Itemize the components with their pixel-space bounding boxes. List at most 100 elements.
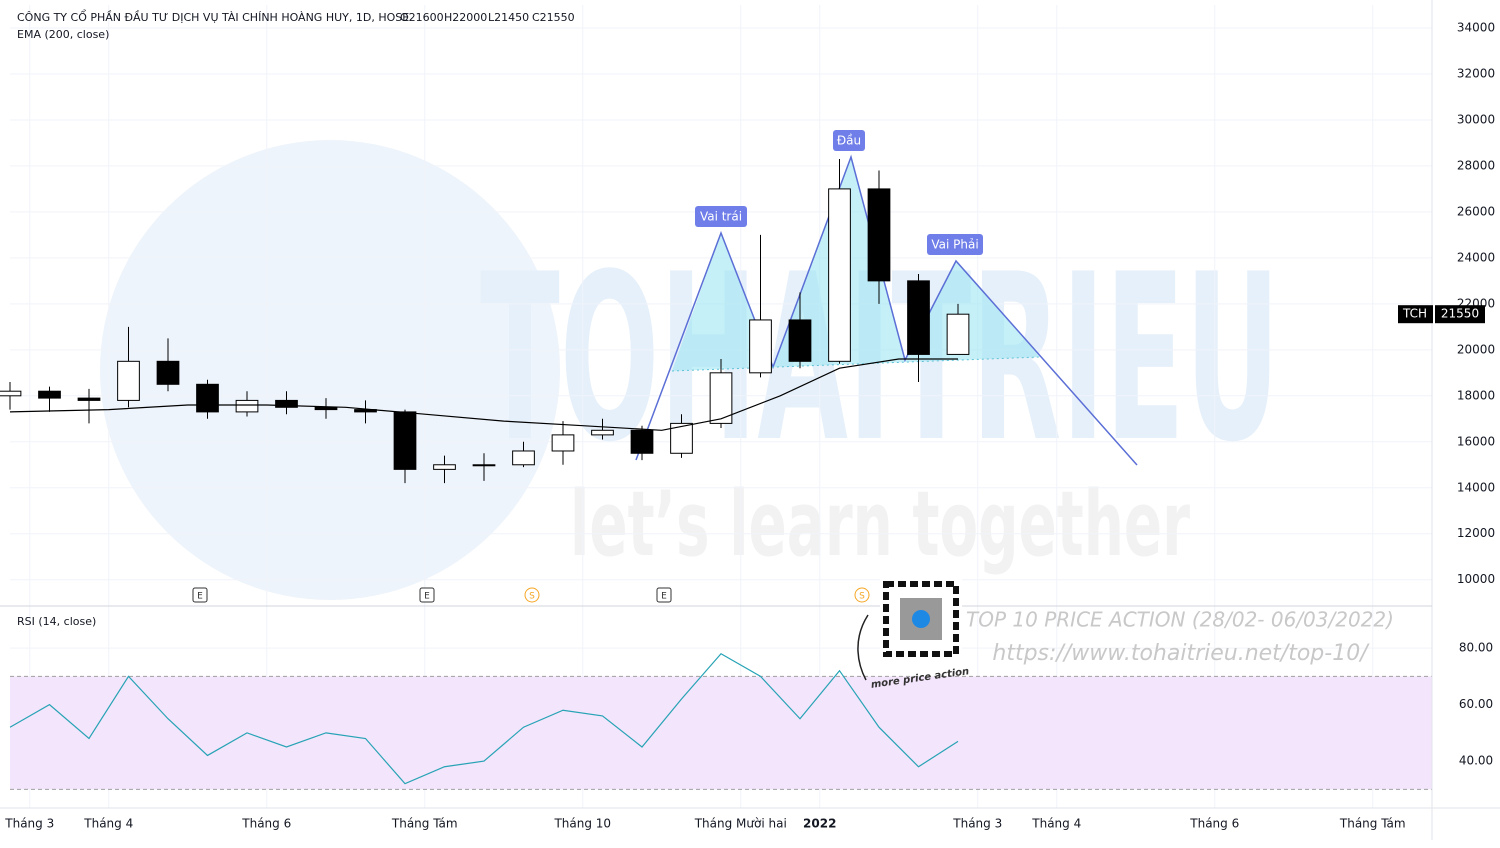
- event-icon: [854, 587, 870, 603]
- ohlc-value: L21450: [488, 11, 529, 24]
- candle-body: [433, 464, 456, 470]
- label-box: [927, 234, 983, 255]
- candle-body: [946, 313, 970, 355]
- ohlc-value: C21550: [532, 11, 575, 24]
- x-tick-label: Tháng 3: [952, 817, 1002, 831]
- ema-legend: EMA (200, close): [17, 28, 109, 41]
- x-tick-label: Tháng 6: [241, 817, 291, 831]
- x-tick-label: Tháng 4: [1031, 817, 1081, 831]
- price-tag: [1435, 305, 1485, 324]
- candle-body: [472, 464, 496, 467]
- annotation: Vai trái: [700, 210, 742, 224]
- event-label: S: [859, 592, 865, 602]
- x-tick-label: Tháng 3: [4, 817, 54, 831]
- y-tick-label: 30000: [1457, 112, 1495, 126]
- y-tick-label: 26000: [1457, 204, 1495, 218]
- x-tick-label: 2022: [803, 817, 836, 831]
- plot: [0, 159, 1432, 790]
- promo: TOP 10 PRICE ACTION (28/02- 06/03/2022) …: [857, 578, 1394, 691]
- arrow: [857, 614, 869, 681]
- event-icon: [524, 587, 540, 603]
- candle-body: [907, 280, 930, 355]
- x-tick-label: Tháng Mười hai: [694, 817, 787, 831]
- y-tick-label: 24000: [1457, 250, 1495, 264]
- chart-title: CÔNG TY CỔ PHẦN ĐẦU TƯ DỊCH VỤ TÀI CHÍNH…: [17, 9, 409, 24]
- y-tick-label: 34000: [1457, 20, 1495, 34]
- event-marker: E: [419, 587, 435, 603]
- y-tick-label: 60.00: [1459, 697, 1493, 711]
- candle-body: [630, 429, 654, 454]
- rsi-title: RSI (14, close): [17, 615, 96, 628]
- y-tick-label: 40.00: [1459, 754, 1493, 768]
- neckline: [671, 356, 1041, 372]
- price-tag-symbol: TCH: [1402, 307, 1427, 321]
- candle-body: [393, 411, 417, 470]
- candle-body: [551, 434, 575, 452]
- candle-body: [117, 360, 140, 401]
- price-tag: [1398, 305, 1433, 324]
- candle-body: [709, 372, 733, 424]
- y-tick-label: 18000: [1457, 388, 1495, 402]
- watermark-slogan: let’s learn together: [570, 472, 1190, 577]
- candle-body: [38, 390, 61, 399]
- candle-body: [275, 399, 298, 408]
- label-box: [833, 130, 865, 151]
- qr-code: [883, 581, 959, 657]
- y-tick-label: 32000: [1457, 66, 1495, 80]
- pattern-line: [635, 154, 1138, 466]
- y-tick-label: 28000: [1457, 158, 1495, 172]
- candle-body: [512, 450, 535, 466]
- x-tick-label: Tháng 4: [83, 817, 133, 831]
- event-label: E: [197, 592, 203, 602]
- x-tick-label: Tháng Tám: [391, 817, 458, 831]
- event-label: S: [529, 592, 535, 602]
- qr-logo: [912, 610, 930, 628]
- annotation: Đầu: [837, 134, 861, 148]
- candle-body: [591, 429, 614, 436]
- label-box: [695, 206, 747, 227]
- grid: [10, 5, 1432, 808]
- event-marker: S: [854, 587, 870, 603]
- watermark-logo: [100, 140, 560, 600]
- event-label: E: [424, 592, 430, 602]
- candle-body: [788, 319, 812, 362]
- candle-body: [0, 390, 22, 397]
- candle-body: [749, 319, 772, 374]
- y-tick-label: 20000: [1457, 342, 1495, 356]
- event-marker: E: [192, 587, 208, 603]
- ohlc-value: H22000: [444, 11, 487, 24]
- candle-body: [670, 422, 693, 454]
- y-tick-label: 16000: [1457, 434, 1495, 448]
- x-tick-label: Tháng 6: [1189, 817, 1239, 831]
- event-icon: [192, 587, 208, 603]
- y-tick-label: 12000: [1457, 526, 1495, 540]
- candle-body: [314, 406, 338, 411]
- ohlc-value: O21600: [400, 11, 444, 24]
- ema-line: [9, 358, 958, 431]
- y-tick-label: 10000: [1457, 572, 1495, 586]
- rsi-line: [9, 652, 959, 785]
- candle-body: [828, 188, 851, 362]
- promo-url: https://www.tohaitrieu.net/top-10/: [992, 641, 1370, 666]
- annotation: Vai Phải: [931, 238, 978, 252]
- price-tag-value: 21550: [1441, 307, 1479, 321]
- candle-body: [156, 360, 180, 385]
- y-tick-label: 80.00: [1459, 641, 1493, 655]
- ohlc: O21600 H22000 L21450 C21550: [400, 11, 575, 24]
- x-tick-label: Tháng Tám: [1339, 817, 1406, 831]
- y-tick-label: 14000: [1457, 480, 1495, 494]
- x-tick-label: Tháng 10: [553, 817, 611, 831]
- candle-body: [235, 399, 259, 413]
- event-marker: E: [656, 587, 672, 603]
- candle-body: [77, 397, 101, 401]
- event-icon: [656, 587, 672, 603]
- event-label: E: [661, 592, 667, 602]
- event-marker: S: [524, 587, 540, 603]
- event-icon: [419, 587, 435, 603]
- candle-body: [867, 188, 891, 282]
- promo-title: TOP 10 PRICE ACTION (28/02- 06/03/2022): [966, 608, 1394, 632]
- candle-body: [196, 383, 219, 413]
- rsi-band: [10, 676, 1432, 790]
